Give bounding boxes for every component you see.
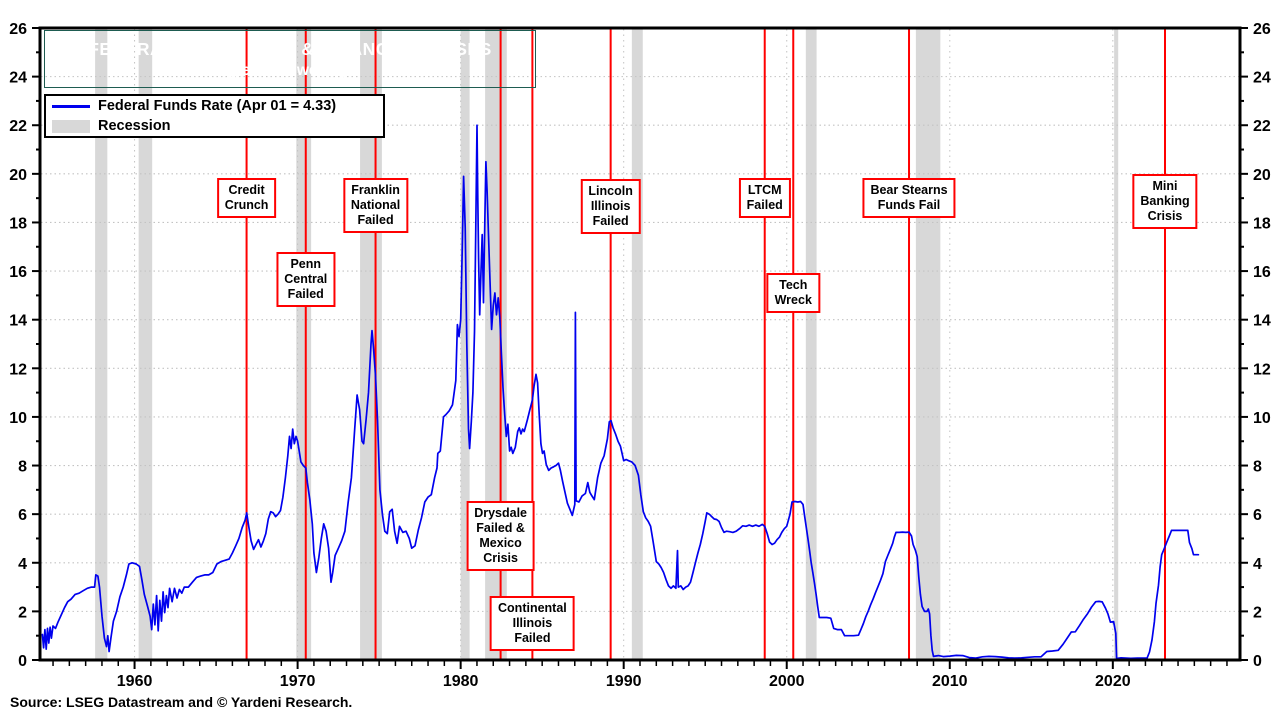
y-axis-label-left: 4: [18, 556, 27, 573]
y-axis-label-right: 10: [1253, 410, 1271, 427]
y-axis-label-left: 10: [9, 410, 27, 427]
legend-row-series: Federal Funds Rate (Apr 01 = 4.33): [46, 97, 383, 116]
crisis-label: Tech Wreck: [766, 273, 820, 313]
y-axis-label-right: 0: [1253, 653, 1262, 670]
y-axis-label-right: 16: [1253, 264, 1271, 281]
recession-swatch-icon: [52, 119, 90, 133]
y-axis-label-left: 26: [9, 21, 27, 38]
recession-band: [138, 28, 153, 660]
crisis-label: Mini Banking Crisis: [1132, 174, 1198, 229]
y-axis-label-left: 0: [18, 653, 27, 670]
recession-band: [805, 28, 817, 660]
crisis-label: LTCM Failed: [738, 178, 791, 218]
y-axis-label-right: 26: [1253, 21, 1271, 38]
crisis-label: Franklin National Failed: [342, 178, 409, 233]
y-axis-label-left: 24: [9, 70, 27, 87]
y-axis-label-right: 4: [1253, 556, 1262, 573]
y-axis-label-left: 8: [18, 459, 27, 476]
x-axis-label: 1980: [443, 673, 479, 690]
y-axis-label-left: 14: [9, 313, 27, 330]
y-axis-label-left: 16: [9, 264, 27, 281]
y-axis-label-right: 18: [1253, 215, 1271, 232]
crisis-label: Bear Stearns Funds Fail: [862, 178, 956, 218]
x-axis-label: 2000: [769, 673, 805, 690]
x-axis-label: 1990: [606, 673, 642, 690]
y-axis-label-right: 24: [1253, 70, 1271, 87]
x-axis-label: 1970: [280, 673, 316, 690]
crisis-label: Drysdale Failed & Mexico Crisis: [466, 501, 535, 571]
recession-band: [296, 28, 312, 660]
x-axis-label: 2020: [1095, 673, 1131, 690]
chart-subtitle: (percent, weekly): [227, 62, 353, 80]
y-axis-label-left: 6: [18, 507, 27, 524]
y-axis-label-left: 18: [9, 215, 27, 232]
crisis-label: Continental Illinois Failed: [490, 596, 575, 651]
y-axis-label-right: 12: [1253, 361, 1271, 378]
x-axis-label: 1960: [117, 673, 153, 690]
legend: Federal Funds Rate (Apr 01 = 4.33) Reces…: [44, 94, 385, 138]
x-axis-label: 2010: [932, 673, 968, 690]
crisis-label: Penn Central Failed: [276, 252, 336, 307]
recession-band: [460, 28, 470, 660]
recession-band: [915, 28, 941, 660]
recession-band: [631, 28, 643, 660]
crisis-label: Lincoln Illinois Failed: [580, 179, 641, 234]
recession-band: [1114, 28, 1119, 660]
y-axis-label-left: 22: [9, 118, 27, 135]
crisis-label: Credit Crunch: [216, 178, 277, 218]
legend-recession-label: Recession: [98, 118, 171, 134]
y-axis-label-right: 22: [1253, 118, 1271, 135]
recession-band: [95, 28, 108, 660]
fed-funds-rate-line: [41, 124, 1200, 660]
y-axis-label-right: 20: [1253, 167, 1271, 184]
legend-series-label: Federal Funds Rate (Apr 01 = 4.33): [98, 98, 337, 114]
y-axis-label-left: 12: [9, 361, 27, 378]
y-axis-label-right: 8: [1253, 459, 1262, 476]
chart-title: FEDERAL FUNDS RATE & FINANCIAL CRISES: [88, 39, 492, 60]
y-axis-label-right: 6: [1253, 507, 1262, 524]
legend-row-recession: Recession: [46, 117, 383, 136]
series-line-swatch-icon: [52, 104, 90, 108]
chart-title-box: FEDERAL FUNDS RATE & FINANCIAL CRISES (p…: [44, 30, 536, 88]
y-axis-label-left: 20: [9, 167, 27, 184]
y-axis-label-right: 2: [1253, 604, 1262, 621]
source-note: Source: LSEG Datastream and © Yardeni Re…: [10, 694, 353, 710]
y-axis-label-right: 14: [1253, 313, 1271, 330]
y-axis-label-left: 2: [18, 604, 27, 621]
